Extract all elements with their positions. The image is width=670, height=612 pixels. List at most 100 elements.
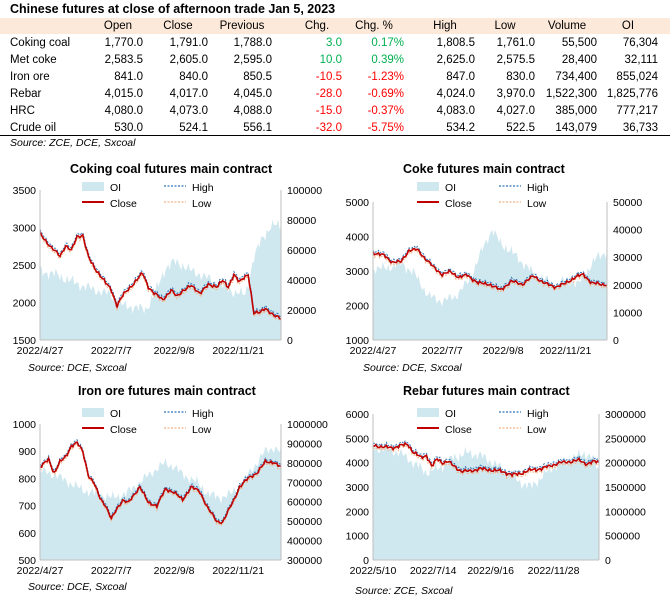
rebar-chart: Rebar futures main contract 0 1000 2000 3000…	[335, 382, 670, 612]
y2-tick-label: 10000	[613, 307, 642, 319]
x-tick-label: 2022/9/8	[483, 345, 524, 357]
coke-chart: Coke futures main contract 1000 2000 3000 40…	[335, 160, 670, 380]
oi-area	[40, 219, 281, 340]
table-title: Chinese futures at close of afternoon tr…	[10, 2, 336, 16]
chart-title: Iron ore futures main contract	[78, 384, 257, 398]
y-tick-label: 4000	[346, 458, 370, 470]
y2-tick-label: 900000	[287, 438, 322, 450]
cell-volume: 143,079	[555, 122, 597, 134]
cell-volume: 55,500	[561, 37, 597, 49]
header-high: High	[433, 20, 457, 32]
cell-previous: 1,788.0	[233, 37, 272, 49]
y-tick-label: 500	[18, 555, 36, 567]
cell-oi: 36,733	[622, 122, 658, 134]
cell-oi: 777,217	[616, 105, 658, 117]
cell-close: 2,605.0	[169, 54, 208, 66]
y2-tick-label: 0	[605, 555, 611, 567]
close-line	[39, 231, 282, 320]
cell-name: Rebar	[10, 88, 42, 100]
x-tick-label: 2022/5/10	[350, 565, 397, 577]
y-tick-label: 5000	[346, 433, 370, 445]
cell-name: Met coke	[10, 54, 57, 66]
y2-tick-label: 500000	[287, 516, 322, 528]
y-tick-label: 600	[18, 528, 36, 540]
cell-chg: -32.0	[315, 122, 342, 134]
table-row: HRC 4,080.0 4,073.0 4,088.0 -15.0 -0.37% 4,083…	[0, 103, 670, 119]
legend: OI High Close Low	[82, 182, 214, 210]
x-tick-label: 2022/9/16	[467, 565, 514, 577]
y-tick-label: 1000	[346, 335, 370, 347]
y2-tick-label: 100000	[287, 185, 322, 197]
y-tick-label: 2000	[346, 506, 370, 518]
cell-chg-pct: -1.23%	[367, 71, 404, 83]
y2-tick-label: 1500000	[605, 482, 646, 494]
low-line	[372, 445, 599, 480]
chart-title: Rebar futures main contract	[403, 384, 571, 398]
legend-oi-label: OI	[445, 182, 456, 194]
cell-open: 4,080.0	[104, 105, 143, 117]
x-tick-label: 2022/7/14	[410, 565, 457, 577]
cell-chg: -28.0	[315, 88, 342, 100]
cell-low: 522.5	[506, 122, 535, 134]
y2-tick-label: 30000	[613, 252, 642, 264]
legend-oi-swatch	[417, 182, 439, 191]
y-tick-label: 5000	[346, 197, 370, 209]
cell-chg: 3.0	[326, 37, 342, 49]
y2-tick-label: 500000	[605, 531, 640, 543]
header-open: Open	[103, 20, 133, 32]
cell-high: 847.0	[446, 71, 475, 83]
y-tick-label: 1000	[346, 531, 370, 543]
y-tick-label: 2000	[13, 298, 37, 310]
cell-high: 1,808.5	[436, 37, 475, 49]
table-row: Rebar 4,015.0 4,017.0 4,045.0 -28.0 -0.69% 4,0…	[0, 86, 670, 102]
y2-tick-label: 600000	[287, 497, 322, 509]
cell-low: 2,575.5	[496, 54, 535, 66]
cell-high: 2,625.0	[436, 54, 475, 66]
x-tick-label: 2022/4/27	[17, 565, 64, 577]
table-row: Iron ore 841.0 840.0 850.5 -10.5 -1.23% 847.0 8…	[0, 69, 670, 85]
cell-volume: 385,000	[555, 105, 597, 117]
header-chg: Chg.	[304, 20, 330, 32]
legend-close-label: Close	[110, 198, 137, 210]
legend-oi-swatch	[82, 408, 104, 417]
close-line	[372, 441, 600, 478]
low-line	[372, 250, 608, 293]
legend-low-label: Low	[192, 424, 212, 436]
y-tick-label: 3500	[13, 185, 37, 197]
cell-name: HRC	[10, 105, 35, 117]
high-line	[372, 245, 608, 289]
cell-name: Crude oil	[10, 122, 57, 134]
y2-tick-label: 1000000	[287, 419, 328, 431]
cell-open: 2,583.5	[104, 54, 143, 66]
x-tick-label: 2022/7/7	[91, 565, 132, 577]
y2-tick-label: 1000000	[605, 506, 646, 518]
cell-oi: 76,304	[622, 37, 658, 49]
x-tick-label: 2022/7/7	[91, 345, 132, 357]
header-oi: OI	[621, 20, 635, 32]
iron-ore-chart: Iron ore futures main contract 500 600 700 8…	[0, 382, 335, 612]
cell-high: 4,024.0	[436, 88, 475, 100]
cell-chg-pct: -0.37%	[367, 105, 404, 117]
y2-tick-label: 80000	[287, 215, 316, 227]
header-volume: Volume	[547, 20, 587, 32]
legend-high-label: High	[192, 408, 214, 420]
cell-chg-pct: 0.39%	[371, 54, 404, 66]
low-line	[39, 234, 282, 322]
cell-chg: -10.5	[315, 71, 342, 83]
y2-tick-label: 0	[613, 335, 619, 347]
y2-tick-label: 20000	[287, 305, 316, 317]
chart-source: Source: DCE, Sxcoal	[28, 362, 127, 374]
y-tick-label: 700	[18, 501, 36, 513]
legend: OI High Close Low	[417, 182, 549, 210]
cell-chg: -15.0	[315, 105, 342, 117]
chart-source: Source: ZCE, Sxcoal	[355, 585, 453, 597]
cell-previous: 556.1	[243, 122, 272, 134]
y-tick-label: 3000	[346, 482, 370, 494]
cell-oi: 855,024	[616, 71, 658, 83]
header-low: Low	[494, 20, 516, 32]
cell-low: 4,027.0	[496, 105, 535, 117]
cell-low: 830.0	[506, 71, 535, 83]
y-tick-label: 6000	[346, 409, 370, 421]
legend-low-label: Low	[527, 198, 547, 210]
y2-tick-label: 300000	[287, 555, 322, 567]
